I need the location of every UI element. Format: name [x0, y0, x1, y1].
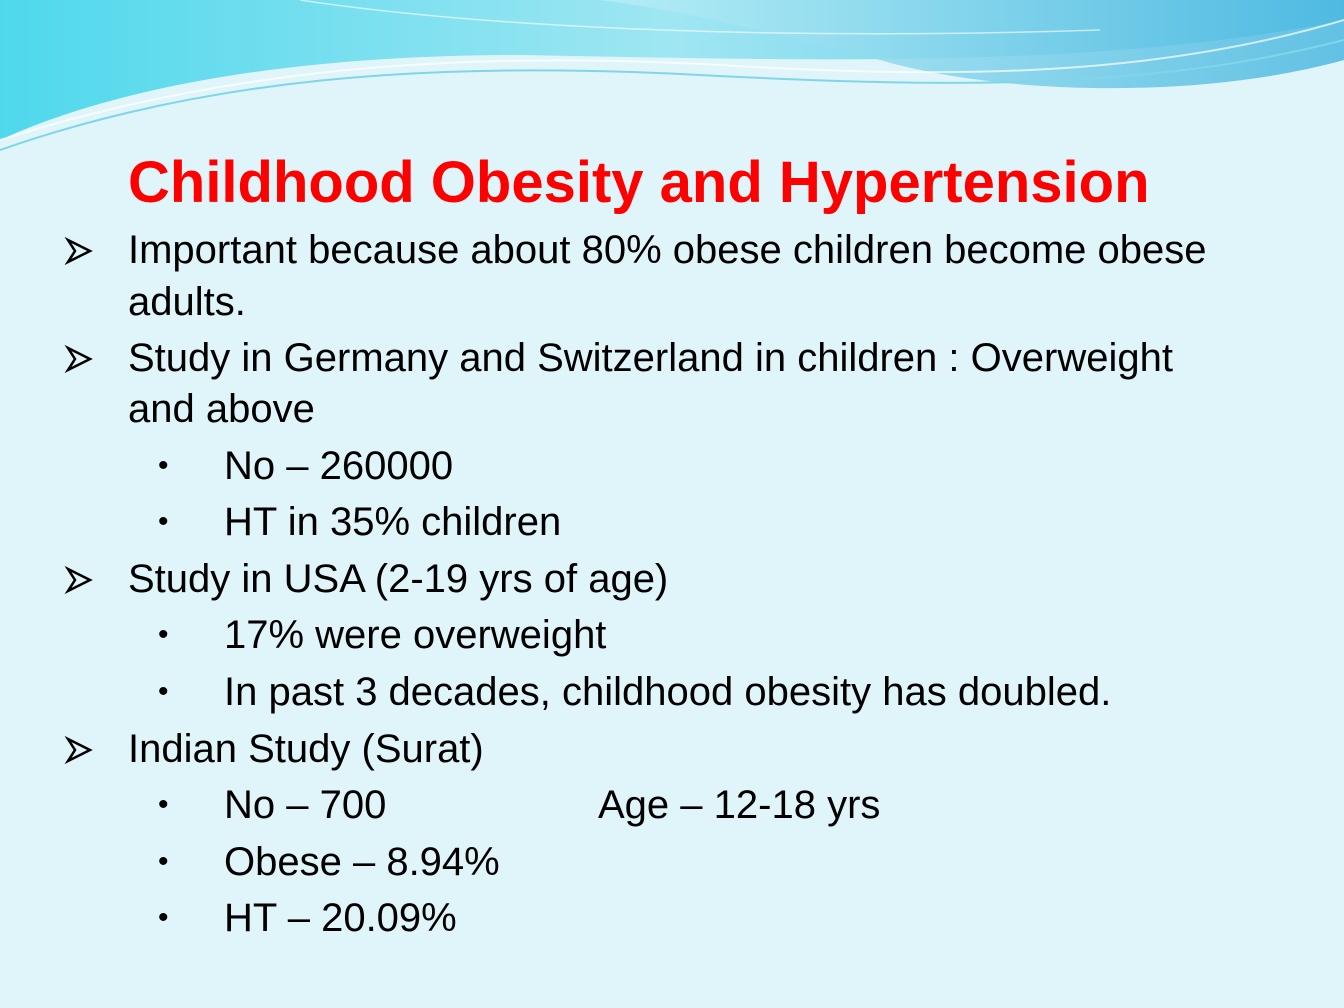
header-wave-decoration	[0, 0, 1344, 151]
sub-bullet-item: No – 260000	[224, 444, 454, 488]
sub-bullet-item: 17% were overweight	[224, 613, 607, 657]
slide-title: Childhood Obesity and Hypertension	[128, 150, 1150, 215]
sub-bullet-dot-icon: •	[158, 675, 169, 708]
bullet-4-line-1: Indian Study (Surat)	[128, 727, 484, 771]
bullet-3-line-1: Study in USA (2-19 yrs of age)	[128, 557, 669, 601]
sub-bullet-item: HT in 35% children	[224, 500, 562, 544]
sub-bullet-dot-icon: •	[158, 449, 169, 482]
arrow-bullet-icon	[64, 565, 93, 595]
bullet-1-line-1: Important because about 80% obese childr…	[128, 228, 1207, 272]
bullet-2-line-2: and above	[128, 387, 315, 431]
sub-bullet-dot-icon: •	[158, 505, 169, 538]
sub-bullet-item: HT – 20.09%	[224, 896, 457, 940]
sub-bullet-item: In past 3 decades, childhood obesity has…	[224, 670, 1112, 714]
sub-bullet-dot-icon: •	[158, 845, 169, 878]
arrow-bullet-icon	[64, 344, 93, 374]
bullet-1-line-2: adults.	[128, 280, 246, 324]
bullet-2-line-1: Study in Germany and Switzerland in chil…	[128, 336, 1173, 380]
sub-bullet-item: No – 700	[224, 783, 387, 827]
sub-bullet-dot-icon: •	[158, 901, 169, 934]
arrow-bullet-icon	[64, 735, 93, 765]
arrow-bullet-icon	[64, 236, 93, 266]
sub-bullet-age-note: Age – 12-18 yrs	[598, 783, 881, 827]
sub-bullet-dot-icon: •	[158, 618, 169, 651]
sub-bullet-dot-icon: •	[158, 788, 169, 821]
sub-bullet-item: Obese – 8.94%	[224, 840, 500, 884]
